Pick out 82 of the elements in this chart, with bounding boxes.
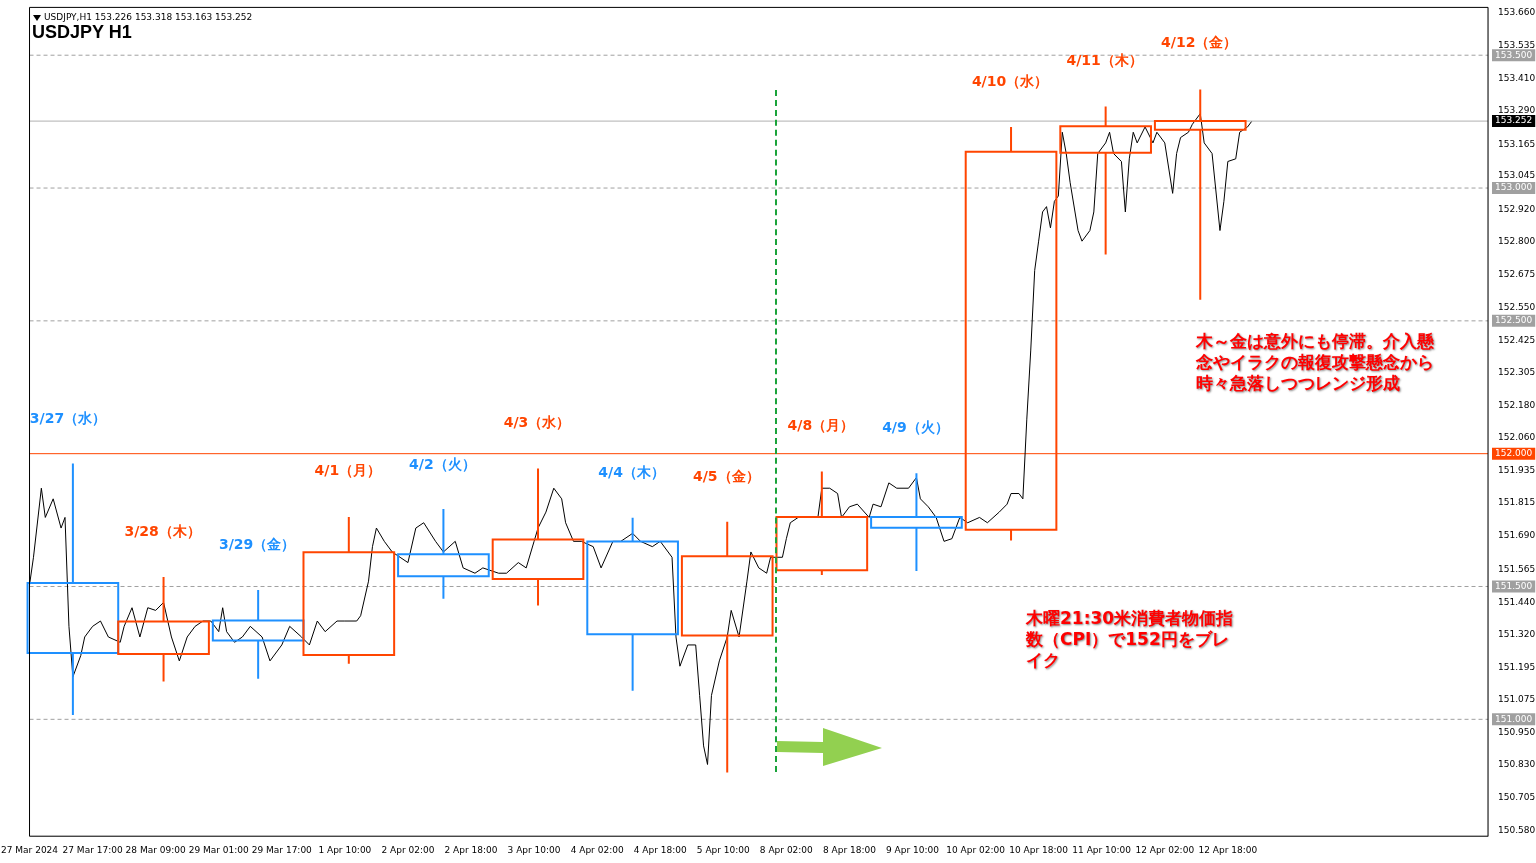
x-tick-label: 27 Mar 17:00 (62, 844, 123, 855)
annotation: 3/27（水） (29, 410, 107, 429)
x-tick-label: 12 Apr 18:00 (1198, 844, 1258, 855)
y-tick-label: 153.290 (1498, 105, 1536, 116)
x-tick-label: 8 Apr 02:00 (759, 844, 814, 855)
y-tick-label: 152.180 (1498, 400, 1536, 411)
x-tick-label: 4 Apr 02:00 (570, 844, 624, 855)
annotation: 4/1（月） (314, 462, 382, 481)
candlestick (117, 575, 210, 683)
y-tick-label: 153.165 (1498, 138, 1536, 149)
y-tick-label: 151.195 (1498, 661, 1536, 672)
ref-line-label: 151.000 (1495, 713, 1533, 724)
y-tick-label: 151.690 (1498, 530, 1536, 541)
y-tick-label: 153.660 (1498, 7, 1536, 18)
annotation: 木～金は意外にも停滞。介入懸念やイラクの報復攻撃懸念から時々急落しつつレンジ形成 (1196, 331, 1435, 394)
candlestick (775, 470, 869, 577)
candlestick (586, 516, 679, 692)
y-tick-label: 151.320 (1498, 628, 1536, 639)
x-tick-label: 2 Apr 18:00 (444, 844, 498, 855)
y-tick-label: 153.535 (1498, 40, 1536, 51)
y-tick-label: 152.060 (1498, 432, 1536, 443)
text: USDJPY,H1 153.226 153.318 153.163 153.252 (44, 12, 253, 22)
candlestick (491, 467, 585, 607)
y-tick-label: 150.705 (1498, 792, 1536, 803)
y-tick-label: 151.815 (1498, 497, 1536, 508)
x-tick-label: 10 Apr 02:00 (946, 844, 1006, 855)
annotation: 3/29（金） (218, 535, 296, 554)
x-tick-label: 28 Mar 09:00 (125, 844, 186, 855)
y-tick-label: 152.800 (1498, 235, 1536, 246)
x-tick-label: 10 Apr 18:00 (1009, 844, 1069, 855)
y-tick-label: 151.440 (1498, 596, 1536, 607)
annotation: 4/10（水） (971, 72, 1049, 91)
x-tick-label: 27 Mar 2024 (1, 844, 59, 855)
candlestick (1059, 105, 1152, 256)
y-tick-label: 151.075 (1498, 693, 1536, 704)
x-tick-label: 5 Apr 10:00 (696, 844, 751, 855)
annotation: 木曜21:30米消費者物価指数（CPI）で152円をブレイク (1026, 608, 1235, 671)
annotation: 3/28（木） (124, 522, 201, 541)
y-tick-label: 153.410 (1498, 73, 1536, 84)
y-tick-label: 150.830 (1498, 758, 1536, 769)
candlestick (302, 515, 396, 665)
x-tick-label: 12 Apr 02:00 (1135, 844, 1195, 855)
y-tick-label: 152.550 (1498, 301, 1536, 312)
ref-line-label: 153.500 (1495, 49, 1533, 60)
y-tick-label: 153.045 (1498, 170, 1536, 181)
candlestick (211, 588, 305, 680)
y-tick-label: 150.950 (1498, 726, 1536, 737)
ref-line-label: 152.500 (1495, 315, 1533, 326)
annotation: 4/8（月） (787, 417, 855, 436)
x-tick-label: 29 Mar 01:00 (188, 844, 250, 855)
x-tick-label: 3 Apr 10:00 (507, 844, 561, 855)
x-tick-label: 4 Apr 18:00 (633, 844, 687, 855)
text: USDJPY H1 (32, 22, 132, 43)
y-tick-label: 151.565 (1498, 563, 1536, 574)
ref-line-label: 151.500 (1495, 580, 1533, 591)
ref-line-label: 153.000 (1495, 182, 1533, 193)
x-tick-label: 8 Apr 18:00 (822, 844, 877, 855)
candlestick (1153, 88, 1247, 301)
candlestick (26, 462, 120, 717)
x-tick-label: 9 Apr 10:00 (886, 844, 940, 855)
annotation: 4/5（金） (692, 468, 760, 487)
x-tick-label: 11 Apr 10:00 (1072, 844, 1132, 855)
y-tick-label: 152.920 (1498, 203, 1536, 214)
annotation: 4/3（水） (503, 414, 571, 433)
y-tick-label: 152.675 (1498, 268, 1536, 279)
y-tick-label: 151.935 (1498, 465, 1536, 476)
ref-line-label: 153.252 (1495, 115, 1533, 126)
annotation: 4/2（火） (409, 455, 476, 474)
annotation: 4/11（木） (1066, 52, 1143, 71)
candlestick (870, 472, 963, 573)
candlestick (397, 507, 490, 600)
x-tick-label: 1 Apr 10:00 (318, 844, 372, 855)
annotation: 4/12（金） (1161, 34, 1238, 53)
annotation: 4/4（木） (598, 463, 665, 482)
y-tick-label: 152.425 (1498, 335, 1536, 346)
ref-line-label: 152.000 (1495, 448, 1533, 459)
annotation: 4/9（火） (882, 418, 949, 437)
y-tick-label: 152.305 (1498, 367, 1536, 377)
x-tick-label: 29 Mar 17:00 (251, 844, 313, 855)
candlestick (680, 520, 774, 774)
y-tick-label: 150.580 (1498, 825, 1536, 836)
x-tick-label: 2 Apr 02:00 (381, 844, 435, 855)
